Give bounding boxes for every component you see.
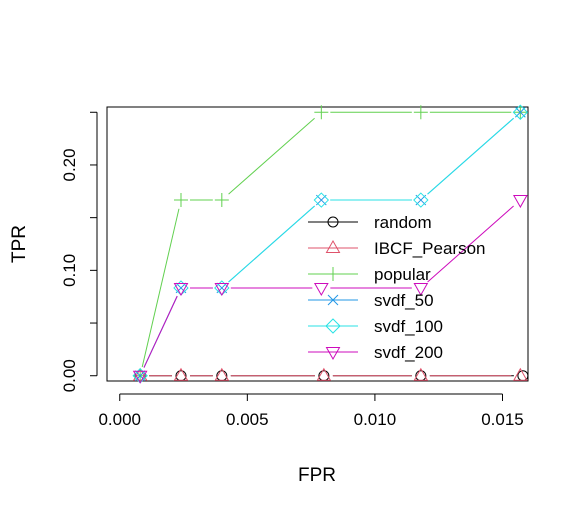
y-tick-label: 0.10 (60, 254, 79, 287)
legend-marker (325, 347, 341, 361)
point-svdf_200 (512, 195, 528, 209)
legend-marker (327, 294, 339, 306)
point-popular (214, 193, 229, 208)
point-popular (314, 105, 329, 120)
point-svdf_200 (214, 282, 230, 296)
y-tick-label: 0.20 (60, 148, 79, 181)
point-svdf_200 (173, 282, 189, 296)
x-tick-label: 0.005 (226, 410, 269, 429)
series-popular (133, 105, 528, 383)
point-IBCF_Pearson (413, 367, 429, 381)
legend-entry-svdf_200: svdf_200 (308, 343, 443, 362)
y-tick-label: 0.00 (60, 359, 79, 392)
legend-label: random (374, 213, 432, 232)
legend-entry-IBCF_Pearson: IBCF_Pearson (308, 239, 486, 258)
series-layer (132, 104, 529, 384)
legend-entry-popular: popular (308, 265, 431, 284)
point-IBCF_Pearson (214, 367, 230, 381)
legend-label: svdf_100 (374, 317, 443, 336)
series-svdf_200 (132, 195, 528, 384)
point-IBCF_Pearson (512, 367, 528, 381)
legend-label: svdf_200 (374, 343, 443, 362)
point-svdf_100 (512, 104, 529, 120)
series-line-svdf_200 (427, 205, 514, 283)
point-svdf_200 (132, 370, 148, 384)
point-popular (413, 105, 428, 120)
x-axis: 0.000 0.005 0.010 0.015 (98, 393, 524, 429)
legend-marker (325, 239, 341, 253)
legend-entry-svdf_50: svdf_50 (308, 291, 434, 310)
legend-entry-svdf_100: svdf_100 (308, 317, 443, 336)
y-axis: 0.00 0.10 0.20 (60, 111, 98, 392)
series-line-popular (228, 117, 315, 195)
point-svdf_200 (413, 282, 429, 296)
series-line-svdf_100 (228, 205, 315, 283)
series-IBCF_Pearson (132, 367, 528, 381)
point-IBCF_Pearson (173, 367, 189, 381)
point-svdf_200 (313, 282, 329, 296)
legend-entry-random: random (308, 213, 432, 232)
point-popular (173, 193, 188, 208)
series-line-svdf_200 (143, 295, 178, 368)
x-tick-label: 0.015 (481, 410, 524, 429)
point-IBCF_Pearson (316, 367, 332, 381)
plot-area-frame (106, 106, 529, 382)
x-tick-label: 0.000 (98, 410, 141, 429)
legend-marker (325, 318, 341, 334)
legend-label: IBCF_Pearson (374, 239, 486, 258)
point-svdf_100 (313, 192, 330, 208)
legend-label: svdf_50 (374, 291, 434, 310)
y-axis-title: TPR (9, 225, 30, 263)
x-axis-title: FPR (298, 465, 336, 486)
legend-marker (327, 216, 339, 228)
point-svdf_100 (413, 192, 429, 208)
legend-marker (326, 267, 340, 281)
series-line-popular (141, 208, 180, 368)
series-line-svdf_100 (427, 117, 514, 195)
legend-label: popular (374, 265, 431, 284)
x-tick-label: 0.010 (354, 410, 397, 429)
